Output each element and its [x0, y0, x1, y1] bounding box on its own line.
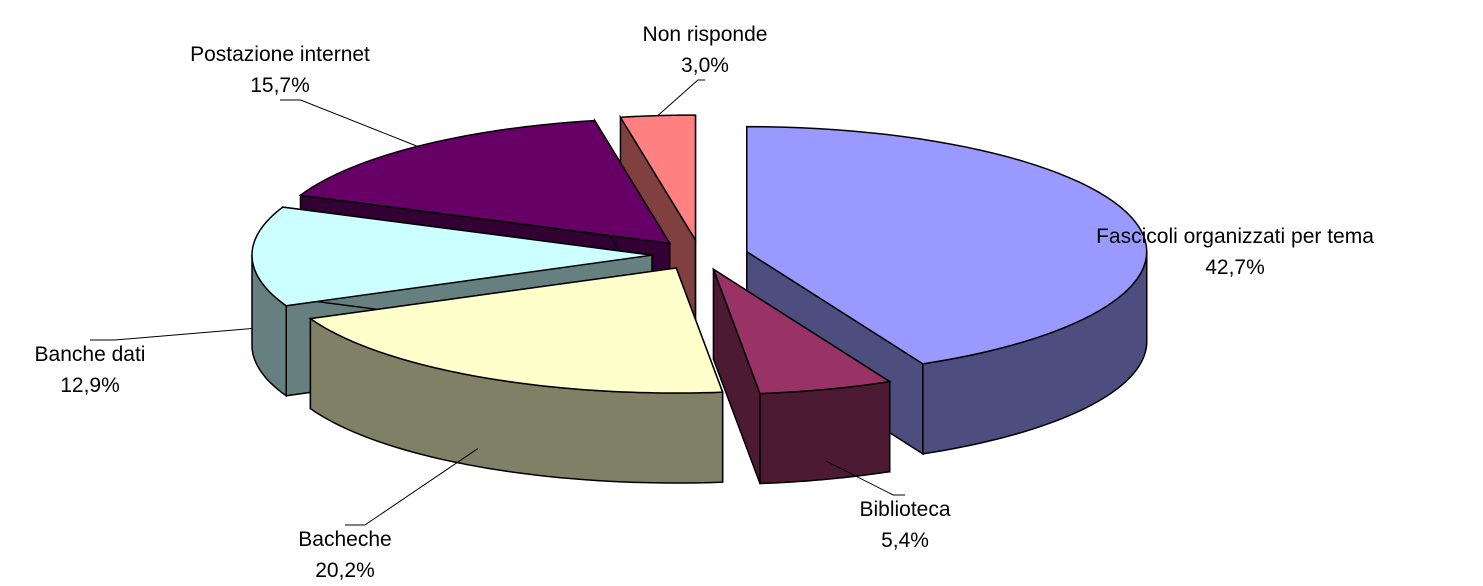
value-label: 3,0%: [681, 54, 729, 77]
slice-label: Bacheche 20,2%: [298, 524, 391, 586]
slice-wall: [759, 380, 891, 485]
value-label: 12,9%: [60, 374, 120, 397]
leader-line: [826, 460, 905, 496]
category-label: Banche dati: [34, 343, 146, 366]
slice-label: Fascicoli organizzati per tema 42,7%: [1070, 221, 1400, 283]
category-label: Bacheche: [298, 528, 392, 551]
category-label: Postazione internet: [190, 43, 370, 66]
slice-label: Non risponde 3,0%: [643, 19, 768, 81]
value-label: 20,2%: [315, 559, 375, 582]
slice-top: [712, 267, 892, 395]
category-label: Biblioteca: [859, 498, 951, 521]
category-label: Non risponde: [642, 23, 768, 46]
slice-label: Biblioteca 5,4%: [859, 494, 950, 556]
slice-top: [308, 267, 724, 394]
slice-top: [619, 114, 697, 243]
pie-slice: [308, 267, 724, 484]
slice-top: [746, 125, 1148, 365]
value-label: 5,4%: [881, 529, 929, 552]
pie-slice: [712, 267, 892, 485]
slice-top: [298, 119, 672, 245]
leader-line: [90, 328, 253, 341]
leader-line: [280, 99, 418, 147]
category-label: Fascicoli organizzati per tema: [1096, 225, 1374, 248]
slice-top: [251, 206, 653, 307]
value-label: 42,7%: [1205, 256, 1265, 279]
slice-label: Banche dati 12,9%: [35, 339, 146, 401]
leader-line: [657, 79, 705, 116]
value-label: 15,7%: [250, 74, 310, 97]
leader-line: [345, 448, 479, 526]
slice-label: Postazione internet 15,7%: [190, 39, 370, 101]
